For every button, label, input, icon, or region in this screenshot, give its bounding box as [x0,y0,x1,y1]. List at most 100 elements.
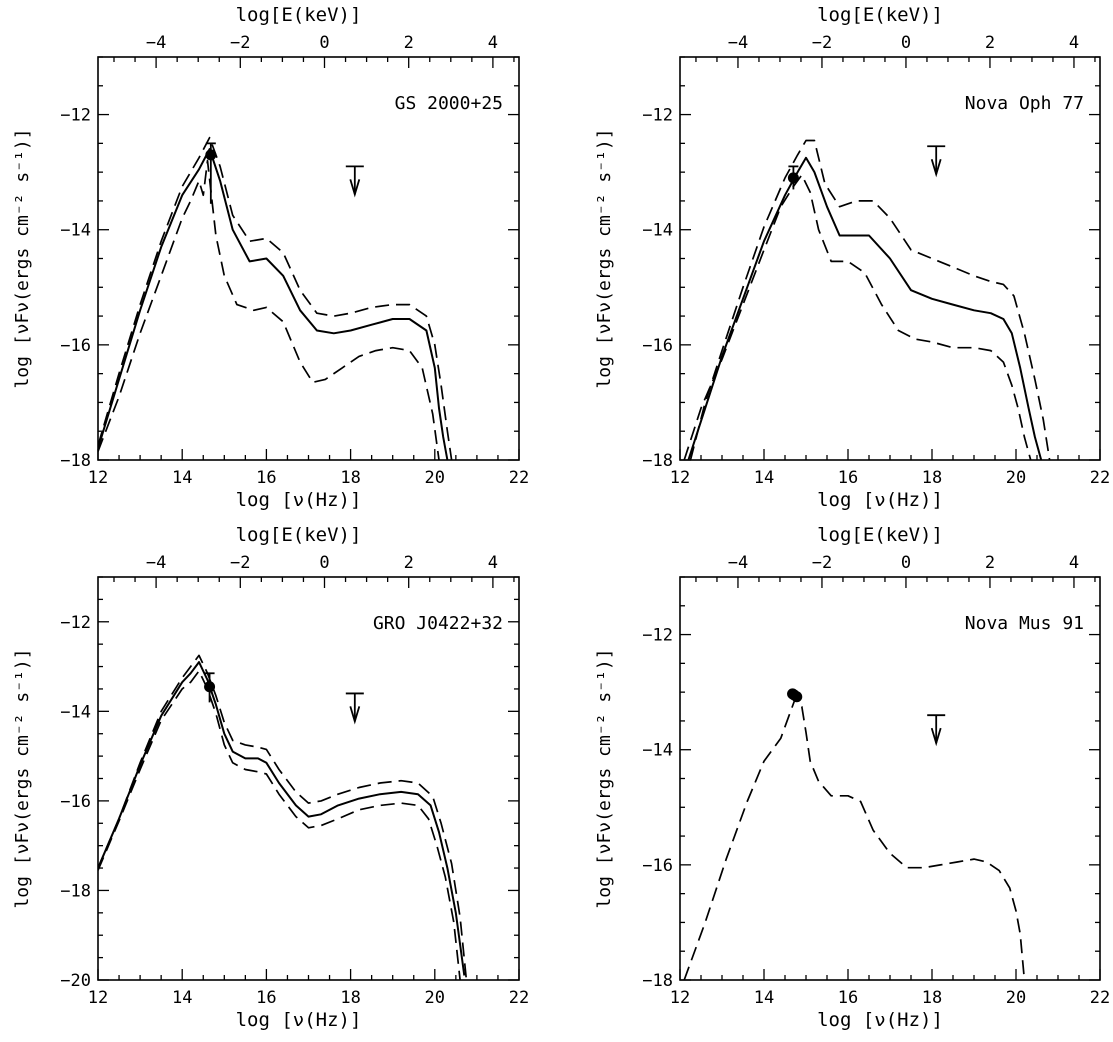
model-curve-dashed [683,174,1032,460]
x-tick-label: 16 [838,988,858,1008]
data-point [204,681,216,693]
source-label: GS 2000+25 [395,93,503,114]
x-tick-label: 12 [670,468,690,488]
x-tick-label: 22 [509,468,529,488]
plot-frame [679,576,1101,981]
x-tick-label: 20 [1006,988,1026,1008]
x-tick-label: 18 [922,988,942,1008]
y-tick-label: −20 [60,971,91,991]
x-tick-label: 14 [754,468,774,488]
model-curve-dashed [98,654,468,980]
y-tick-label: −12 [60,106,91,126]
upper-limit-arrowhead [349,706,361,725]
x-tick-label: 12 [670,988,690,1008]
x-tick-label: 20 [425,468,445,488]
top-x-tick-label: 0 [319,553,329,573]
y-tick-label: −14 [60,221,91,241]
source-label: Nova Mus 91 [965,613,1084,634]
y-tick-label: −18 [60,881,91,901]
upper-limit-arrowhead [930,727,942,747]
y-tick-label: −18 [60,451,91,471]
x-tick-label: 12 [88,468,108,488]
top-x-tick-label: 2 [404,33,414,53]
x-tick-label: 22 [509,988,529,1008]
x-tick-label: 22 [1090,468,1110,488]
x-axis-label: log [ν(Hz)] [817,489,943,511]
panel-1: 12 14 16 18 20 22 −4 −2 0 2 4 −18 −16 −14 −12 log [ν(Hz… [594,4,1110,511]
y-axis-label: log [νFν(ergs cm⁻² s⁻¹)] [12,128,33,388]
x-tick-label: 22 [1090,988,1110,1008]
x-tick-label: 14 [172,988,192,1008]
y-tick-label: −12 [642,106,673,126]
x-tick-label: 20 [425,988,445,1008]
data-point [787,688,799,700]
y-tick-label: −14 [60,702,91,722]
model-curve-dashed [98,159,440,460]
model-curve-dashed [689,139,1051,460]
x-tick-label: 18 [340,988,360,1008]
top-x-axis-label: log[E(keV)] [817,4,943,26]
top-x-tick-label: −2 [230,553,250,573]
panel-0: 12 14 16 18 20 22 −4 −2 0 2 4 −18 −16 −14 −12 log [ν(Hz… [12,4,529,511]
top-x-tick-label: 4 [488,33,498,53]
top-x-tick-label: −2 [812,33,832,53]
y-tick-label: −14 [642,741,673,761]
top-x-tick-label: 0 [901,553,911,573]
plot-frame [97,56,520,461]
x-tick-label: 20 [1006,468,1026,488]
top-x-tick-label: −2 [230,33,250,53]
model-curve-solid [98,148,449,460]
x-tick-label: 12 [88,988,108,1008]
y-tick-label: −14 [642,221,673,241]
top-x-tick-label: 0 [901,33,911,53]
top-x-tick-label: 4 [488,553,498,573]
top-x-axis-label: log[E(keV)] [236,524,362,546]
upper-limit-arrowhead [930,158,942,178]
top-x-tick-label: −4 [146,33,166,53]
x-axis-label: log [ν(Hz)] [236,1009,362,1031]
top-x-tick-label: 0 [319,33,329,53]
data-point [205,149,217,161]
top-x-tick-label: −2 [812,553,832,573]
x-axis-label: log [ν(Hz)] [817,1009,943,1031]
top-x-tick-label: 2 [985,553,995,573]
y-tick-label: −18 [642,971,673,991]
x-tick-label: 14 [754,988,774,1008]
top-x-tick-label: −4 [146,553,166,573]
panel-3: 12 14 16 18 20 22 −4 −2 0 2 4 −18 −16 −14 −12 log [ν(Hz… [594,524,1110,1031]
top-x-tick-label: 2 [404,553,414,573]
data-point [787,172,799,184]
y-tick-label: −12 [60,613,91,633]
y-tick-label: −16 [60,792,91,812]
top-x-tick-label: −4 [728,33,748,53]
x-tick-label: 18 [922,468,942,488]
top-x-axis-label: log[E(keV)] [236,4,362,26]
top-x-tick-label: 2 [985,33,995,53]
x-tick-label: 16 [838,468,858,488]
source-label: GRO J0422+32 [373,613,503,634]
model-curve-solid [687,156,1043,460]
model-curve-dashed [98,136,453,460]
top-x-axis-label: log[E(keV)] [817,524,943,546]
model-curve-dashed [98,670,461,980]
x-axis-label: log [ν(Hz)] [236,489,362,511]
model-curve-solid [98,661,466,976]
y-axis-label: log [νFν(ergs cm⁻² s⁻¹)] [594,648,615,908]
upper-limit-arrowhead [349,179,361,198]
x-tick-label: 14 [172,468,192,488]
y-tick-label: −16 [642,336,673,356]
top-x-tick-label: 4 [1069,553,1079,573]
top-x-tick-label: −4 [728,553,748,573]
x-tick-label: 16 [256,468,276,488]
y-axis-label: log [νFν(ergs cm⁻² s⁻¹)] [594,128,615,388]
y-tick-label: −16 [60,336,91,356]
y-tick-label: −16 [642,856,673,876]
y-axis-label: log [νFν(ergs cm⁻² s⁻¹)] [12,648,33,908]
y-tick-label: −18 [642,451,673,471]
x-tick-label: 16 [256,988,276,1008]
y-tick-label: −12 [642,626,673,646]
model-curve-dashed [683,697,1026,980]
x-tick-label: 18 [340,468,360,488]
